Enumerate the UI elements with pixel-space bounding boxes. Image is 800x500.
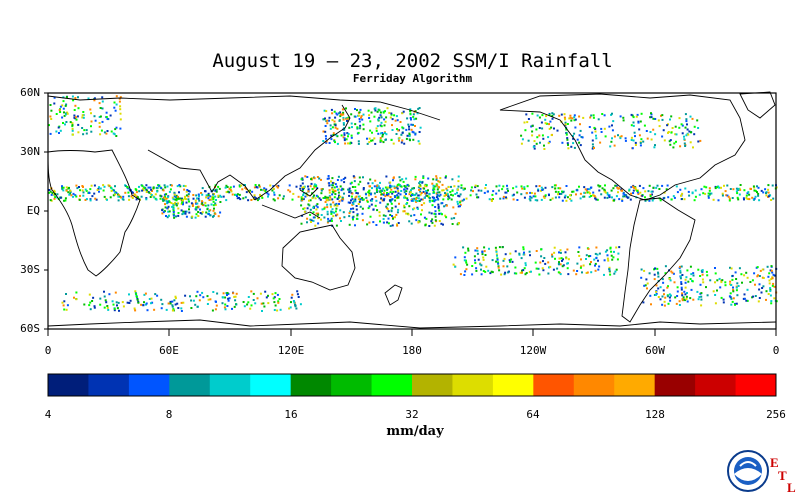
colorbar-swatch [735,374,777,396]
colorbar-swatch [88,374,130,396]
colorbar-label-256: 256 [766,408,786,421]
lon-label-120w: 120W [519,344,547,357]
colorbar-swatch [250,374,292,396]
colorbar-swatch [331,374,373,396]
coastlines [47,91,777,329]
noaa-logo-icon [727,450,769,492]
colorbar [48,374,777,396]
colorbar-swatch [128,374,170,396]
lon-label-0-east: 0 [772,344,780,357]
map-subtitle: Ferriday Algorithm [352,72,473,85]
colorbar-swatch [169,374,211,396]
lat-label-60s: 60S [20,322,40,335]
colorbar-swatch [573,374,615,396]
colorbar-label-32: 32 [405,408,419,421]
lon-label-0: 0 [44,344,52,357]
lat-label-30s: 30S [20,263,40,276]
colorbar-label-16: 16 [284,408,298,421]
map-title: August 19 – 23, 2002 SSM/I Rainfall [212,50,613,72]
colorbar-label-8: 8 [165,408,173,421]
etl-letter-t: T [778,468,787,483]
colorbar-swatch [695,374,737,396]
colorbar-swatch [412,374,453,396]
lat-label-30n: 30N [20,145,40,158]
lon-label-120e: 120E [277,344,305,357]
lat-label-60n: 60N [20,86,40,99]
lon-label-60e: 60E [159,344,179,357]
rain-layer [48,95,778,312]
colorbar-frame [47,373,777,397]
map-frame [47,92,777,330]
colorbar-swatch [533,374,575,396]
colorbar-units: mm/day [386,424,444,439]
colorbar-swatch [48,374,89,396]
colorbar-swatch [654,374,696,396]
colorbar-label-128: 128 [645,408,665,421]
colorbar-swatch [614,374,656,396]
colorbar-swatch [209,374,251,396]
colorbar-swatch [290,374,332,396]
etl-letter-e: E [770,455,779,470]
colorbar-label-64: 64 [526,408,540,421]
colorbar-swatch [452,374,494,396]
colorbar-swatch [492,374,534,396]
etl-letter-l: L [787,480,796,495]
colorbar-swatch [371,374,413,396]
lat-label-eq: EQ [26,204,40,217]
lon-label-180: 180 [402,344,422,357]
colorbar-label-4: 4 [44,408,52,421]
lon-label-60w: 60W [645,344,665,357]
